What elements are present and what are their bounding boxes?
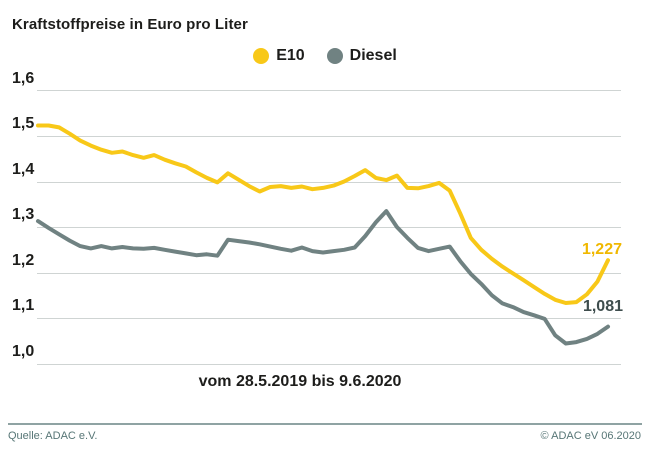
legend-item-diesel: Diesel xyxy=(326,47,397,65)
legend-item-e10: E10 xyxy=(253,47,305,65)
y-axis-label: 1,3 xyxy=(12,206,35,223)
legend-label-e10: E10 xyxy=(276,47,305,64)
y-axis-label: 1,5 xyxy=(12,115,35,132)
footer-divider xyxy=(8,423,642,425)
diesel-end-value-label: 1,081 xyxy=(582,298,623,315)
footer-copyright-text: © ADAC eV 06.2020 xyxy=(540,430,641,442)
chart-legend: E10 Diesel xyxy=(0,47,650,65)
y-axis-label: 1,4 xyxy=(12,160,35,178)
legend-label-diesel: Diesel xyxy=(349,47,397,64)
e10-end-value-label: 1,227 xyxy=(581,241,622,258)
y-axis-label: 1,6 xyxy=(12,69,35,87)
y-axis-label: 1,2 xyxy=(12,251,35,269)
y-axis-label: 1,1 xyxy=(12,297,35,314)
footer-source-text: Quelle: ADAC e.V. xyxy=(8,430,98,442)
x-axis-caption: vom 28.5.2019 bis 9.6.2020 xyxy=(198,373,402,390)
chart-title: Kraftstoffpreise in Euro pro Liter xyxy=(12,16,248,33)
diesel-line xyxy=(36,209,610,346)
y-axis-label: 1,0 xyxy=(12,342,35,360)
e10-line xyxy=(36,123,610,305)
diesel-dot-icon xyxy=(326,48,343,64)
e10-dot-icon xyxy=(253,48,270,64)
